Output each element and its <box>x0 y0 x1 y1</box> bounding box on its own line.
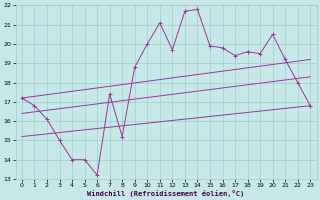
X-axis label: Windchill (Refroidissement éolien,°C): Windchill (Refroidissement éolien,°C) <box>87 190 245 197</box>
